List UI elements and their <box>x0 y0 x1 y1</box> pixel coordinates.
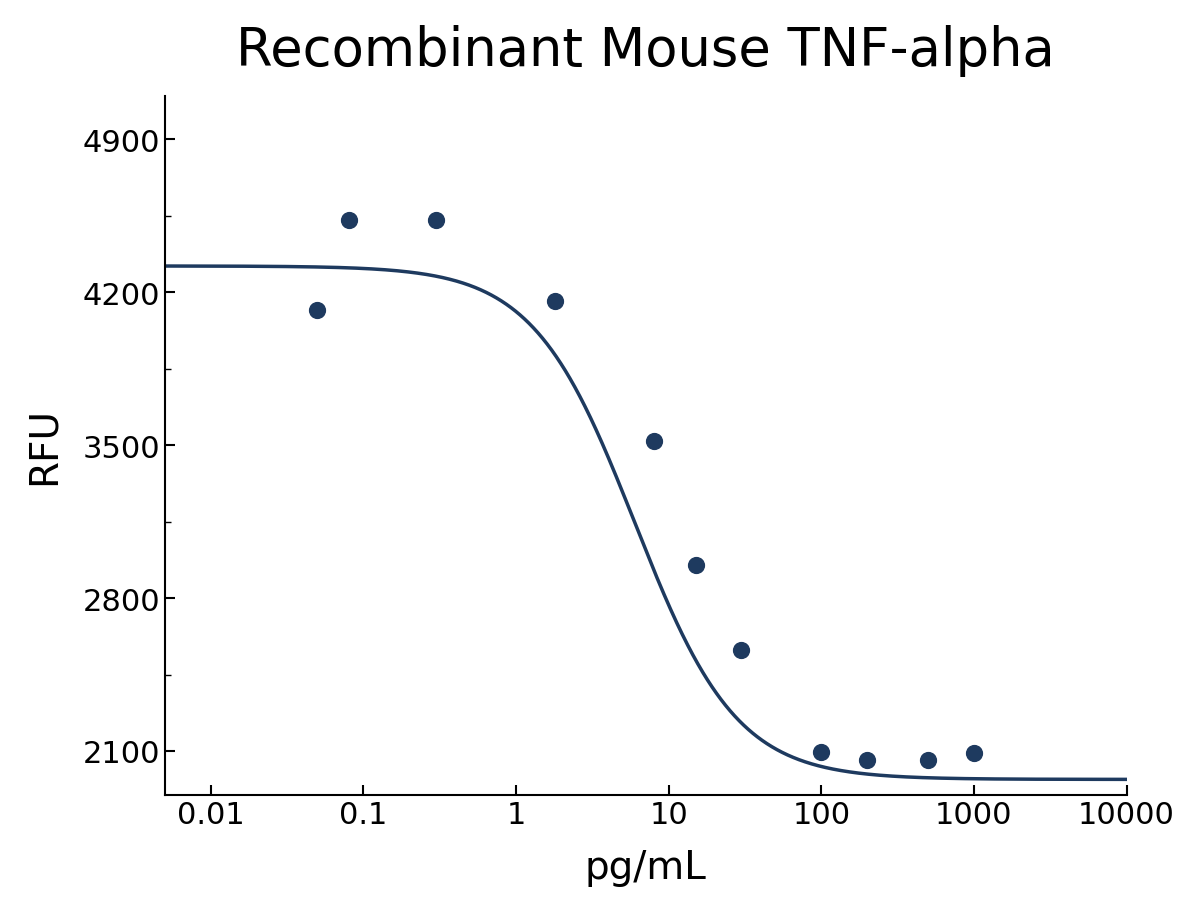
Point <box>918 752 937 767</box>
Point <box>965 746 984 761</box>
Point <box>858 752 877 767</box>
Point <box>644 434 664 448</box>
Point <box>426 213 445 228</box>
Point <box>308 303 328 318</box>
X-axis label: pg/mL: pg/mL <box>584 848 707 886</box>
Y-axis label: RFU: RFU <box>25 406 62 485</box>
Point <box>732 643 751 658</box>
Point <box>545 294 564 309</box>
Point <box>338 213 358 228</box>
Title: Recombinant Mouse TNF-alpha: Recombinant Mouse TNF-alpha <box>236 25 1055 77</box>
Point <box>686 558 706 573</box>
Point <box>811 745 830 760</box>
